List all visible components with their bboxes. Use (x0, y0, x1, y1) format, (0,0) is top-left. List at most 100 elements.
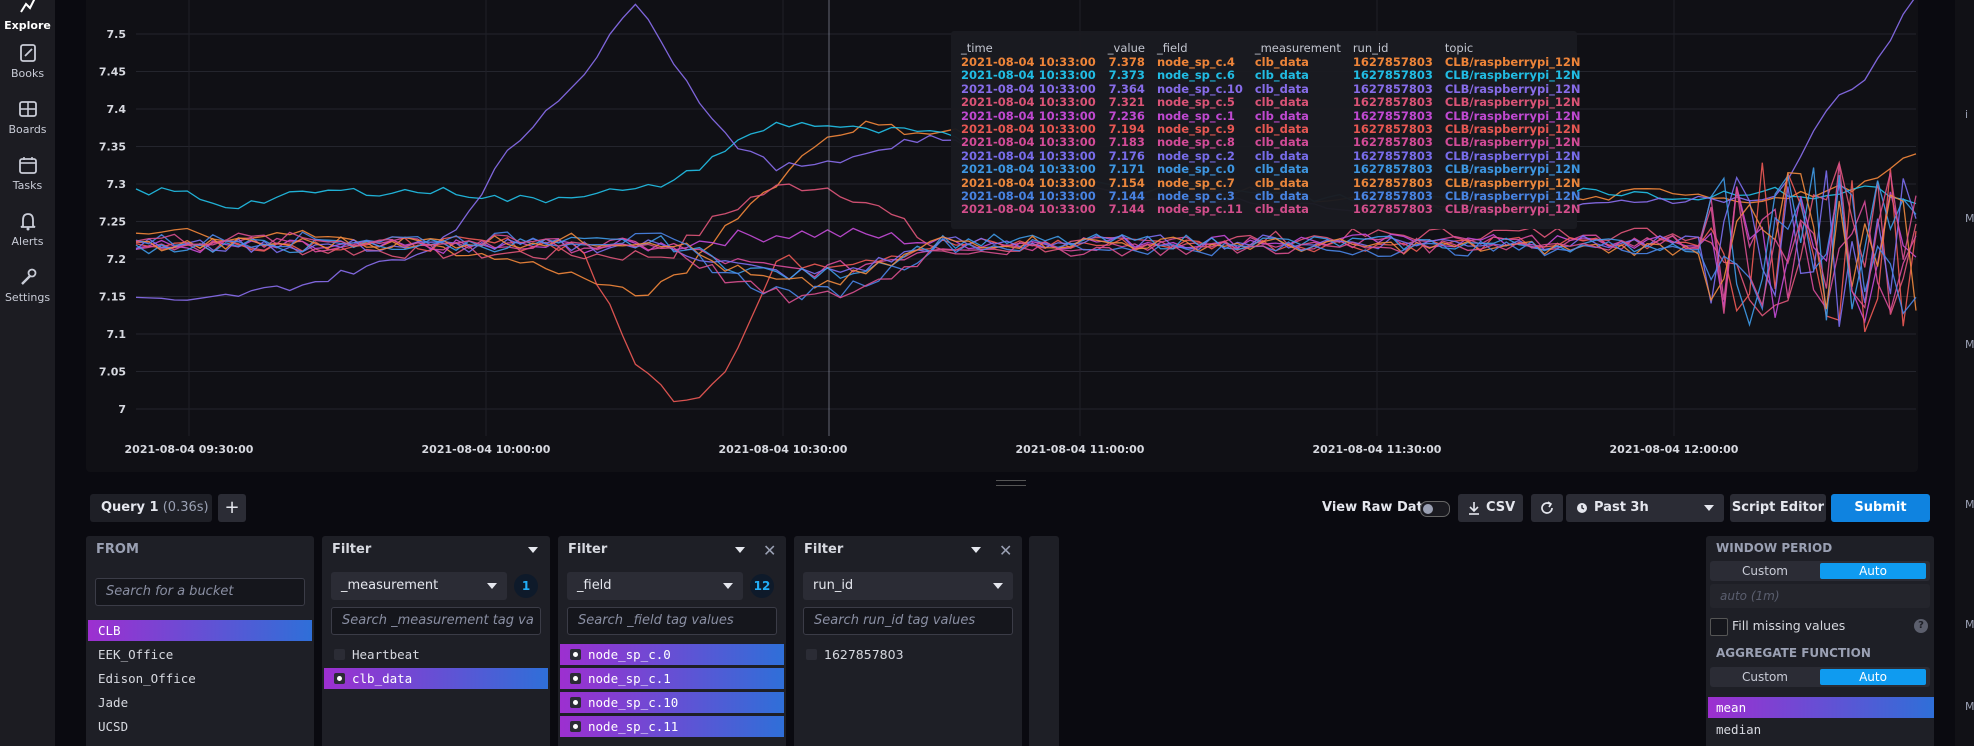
graph-panel[interactable]: 7 7.05 7.1 7.15 7.2 7.25 7.3 7.35 7.4 7.45 7.5 2021… (86, 0, 1918, 472)
checkbox[interactable] (570, 649, 581, 660)
tooltip-row: 2021-08-04 10:33:00 7.378 node_sp_c.4 clb_d… (961, 55, 1593, 69)
list-item[interactable]: 1627857803 (796, 644, 1020, 665)
window-period-input[interactable]: auto (1m) (1710, 584, 1930, 608)
script-editor-button[interactable]: Script Editor (1730, 494, 1826, 522)
window-auto-option[interactable]: Auto (1820, 563, 1926, 579)
chevron-down-icon[interactable] (971, 547, 981, 553)
close-icon[interactable]: ✕ (999, 541, 1013, 560)
tooltip-cell-field: node_sp_c.9 (1156, 122, 1235, 137)
nav-tasks[interactable]: Tasks (0, 154, 55, 192)
close-icon[interactable]: ✕ (763, 541, 777, 560)
aggregate-function-toggle[interactable]: Custom Auto (1710, 667, 1930, 687)
filter-key-select[interactable]: run_id (803, 572, 1013, 600)
help-icon[interactable]: ? (1914, 619, 1928, 633)
chevron-down-icon (1704, 505, 1714, 511)
bucket-search-input[interactable]: Search for a bucket (95, 578, 305, 606)
tooltip-cell-topic: CLB/raspberrypi_12N (1444, 175, 1581, 190)
filter-card-run-id: Filter ✕ run_id Search run_id tag values… (794, 536, 1022, 746)
submit-button[interactable]: Submit (1831, 494, 1930, 522)
window-custom-option[interactable]: Custom (1742, 564, 1788, 578)
nav-alerts[interactable]: Alerts (0, 210, 55, 248)
time-range-dropdown[interactable]: Past 3h (1566, 494, 1724, 522)
list-item[interactable]: EEK_Office (88, 644, 312, 665)
tooltip-row: 2021-08-04 10:33:00 7.144 node_sp_c.11 clb_… (961, 203, 1593, 217)
filter-key-select[interactable]: _field (567, 572, 743, 600)
fill-missing-label: Fill missing values (1732, 618, 1846, 633)
view-raw-data-toggle[interactable] (1420, 501, 1450, 517)
checkbox[interactable] (334, 649, 345, 660)
tooltip-cell-measurement: clb_data (1254, 189, 1309, 204)
resize-handle[interactable] (996, 480, 1026, 486)
tooltip-cell-time: 2021-08-04 10:33:00 (961, 68, 1096, 83)
nav-explore[interactable]: Explore (0, 0, 55, 32)
tooltip-cell-time: 2021-08-04 10:33:00 (961, 148, 1096, 163)
tooltip-cell-field: node_sp_c.0 (1156, 162, 1235, 177)
nav-explore-label: Explore (4, 19, 51, 32)
checkbox[interactable] (570, 673, 581, 684)
tooltip-table: _time _value _field _measurement run_id … (961, 39, 1593, 217)
list-item[interactable]: clb_data (324, 668, 548, 689)
list-item[interactable]: node_sp_c.0 (560, 644, 784, 665)
checkbox[interactable] (570, 697, 581, 708)
list-item[interactable]: node_sp_c.10 (560, 692, 784, 713)
tooltip-cell-time: 2021-08-04 10:33:00 (961, 189, 1096, 204)
list-item[interactable]: node_sp_c.11 (560, 716, 784, 737)
nav-books[interactable]: Books (0, 42, 55, 80)
tooltip-cell-field: node_sp_c.4 (1156, 55, 1235, 69)
tooltip-header: _time (961, 40, 993, 55)
refresh-button[interactable] (1531, 494, 1563, 522)
nav-boards[interactable]: Boards (0, 98, 55, 136)
function-custom-option[interactable]: Custom (1742, 670, 1788, 684)
add-query-button[interactable]: + (218, 494, 246, 522)
csv-button[interactable]: CSV (1458, 494, 1523, 522)
tooltip-cell-measurement: clb_data (1254, 135, 1309, 150)
nav-settings[interactable]: Settings (0, 266, 55, 304)
series-line (135, 163, 1917, 314)
aggregate-function-item[interactable]: median (1716, 722, 1762, 737)
list-item[interactable]: CLB (88, 620, 312, 641)
x-tick-label: 2021-08-04 10:00:00 (422, 443, 551, 456)
filter-key-label: _field (577, 578, 612, 593)
tooltip-cell-run-id: 1627857803 (1352, 81, 1433, 96)
list-item[interactable]: Y... (88, 740, 312, 746)
list-item-label: UCSD (98, 719, 129, 734)
function-auto-option[interactable]: Auto (1820, 669, 1926, 685)
list-item[interactable]: UCSD (88, 716, 312, 737)
tooltip-cell-value: 7.144 (1108, 189, 1145, 204)
tooltip-row: 2021-08-04 10:33:00 7.171 node_sp_c.0 clb_d… (961, 162, 1593, 177)
run-id-search-input[interactable]: Search run_id tag values (803, 607, 1013, 635)
chevron-down-icon[interactable] (528, 547, 538, 553)
query-tab[interactable]: Query 1 (0.36s) (90, 494, 212, 522)
tooltip-cell-topic: CLB/raspberrypi_12N (1444, 122, 1581, 137)
window-period-toggle[interactable]: Custom Auto (1710, 561, 1930, 581)
measurement-search-input[interactable]: Search _measurement tag va (331, 607, 541, 635)
y-tick-label: 7.2 (107, 253, 127, 266)
filter-key-label: run_id (813, 578, 854, 593)
tooltip-cell-measurement: clb_data (1254, 68, 1309, 83)
list-item[interactable]: Jade (88, 692, 312, 713)
tooltip-cell-value: 7.154 (1108, 175, 1145, 190)
list-item[interactable]: Heartbeat (324, 644, 548, 665)
filter-card-field: Filter ✕ _field 12 Search _field tag val… (558, 536, 786, 746)
field-search-input[interactable]: Search _field tag values (567, 607, 777, 635)
chevron-down-icon (723, 583, 733, 589)
fill-missing-checkbox[interactable] (1710, 618, 1728, 636)
list-item[interactable]: Edison_Office (88, 668, 312, 689)
x-tick-label: 2021-08-04 10:30:00 (719, 443, 848, 456)
list-item-label: Edison_Office (98, 671, 196, 686)
y-tick-label: 7.35 (99, 141, 126, 154)
tooltip-cell-run-id: 1627857803 (1352, 108, 1433, 123)
list-item[interactable]: node_sp_c.1 (560, 668, 784, 689)
aggregate-function-item[interactable]: mean (1708, 697, 1934, 718)
checkbox[interactable] (570, 721, 581, 732)
right-strip-char: i (1965, 108, 1969, 121)
y-tick-label: 7.15 (99, 291, 126, 304)
list-item-label: 1627857803 (824, 647, 904, 662)
checkbox[interactable] (806, 649, 817, 660)
empty-filter-slot[interactable] (1029, 536, 1059, 746)
filter-key-select[interactable]: _measurement (331, 572, 507, 600)
checkbox[interactable] (334, 673, 345, 684)
y-tick-label: 7.5 (107, 28, 127, 41)
chevron-down-icon[interactable] (735, 547, 745, 553)
tooltip-cell-time: 2021-08-04 10:33:00 (961, 175, 1096, 190)
